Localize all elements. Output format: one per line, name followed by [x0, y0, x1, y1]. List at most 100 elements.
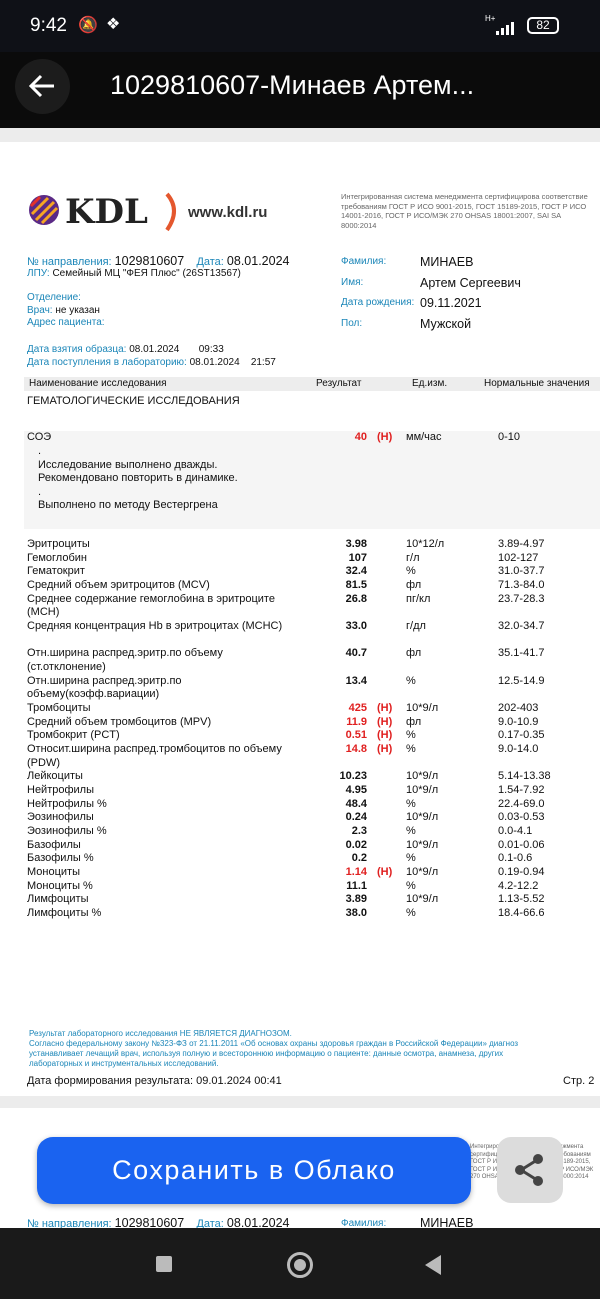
result-name: Тромбоциты — [27, 702, 91, 715]
esr-comments: . Исследование выполнено дважды. Рекомендо… — [38, 445, 238, 511]
result-value: 3.98 — [345, 538, 367, 550]
patient-labels: Фамилия: Имя: Дата рождения: Пол: — [341, 256, 415, 329]
result-flag: (H) — [377, 715, 393, 728]
result-name: Эозинофилы % — [27, 825, 107, 838]
result-value: 4.95 — [345, 784, 367, 797]
arrow-left-icon — [28, 74, 54, 98]
referral-line-2: № направления: 1029810607 Дата: 08.01.20… — [27, 1216, 290, 1230]
result-value: 11.1 — [346, 879, 367, 892]
result-name: Средняя концентрация Hb в эритроцитах (M… — [27, 620, 283, 633]
result-unit: % — [406, 879, 416, 892]
status-bar: 9:42 🔕 ❖ H+ 82 — [0, 0, 600, 52]
result-value: 81.5 — [345, 579, 367, 591]
kdl-logo — [28, 194, 60, 231]
result-value: 1.14 — [345, 866, 367, 879]
result-norm: 202-403 — [498, 702, 539, 715]
result-unit: фл — [406, 715, 422, 728]
result-norm: 71.3-84.0 — [498, 579, 545, 591]
result-value: 40.7 — [345, 647, 367, 660]
result-name: Базофилы % — [27, 852, 94, 865]
result-value: 48.4 — [345, 797, 367, 810]
patient-values: МИНАЕВ Артем Сергеевич 09.11.2021 Мужской — [420, 252, 521, 334]
report-page: KDL www.kdl.ru Интегрированная система м… — [0, 142, 600, 1096]
signal-icon — [484, 22, 516, 35]
result-unit: % — [406, 825, 416, 838]
result-norm: 9.0-14.0 — [498, 743, 539, 756]
logo-text: KDL — [65, 192, 148, 232]
result-name: Отн.ширина распред.эритр.по объему(коэфф… — [27, 674, 182, 701]
site-link[interactable]: www.kdl.ru — [188, 204, 268, 221]
department-block: Отделение: Врач: не указан Адрес пациент… — [27, 292, 105, 328]
result-value: 0.24 — [345, 811, 367, 824]
referral-number: 1029810607 — [114, 254, 185, 268]
result-norm: 22.4-69.0 — [498, 797, 545, 810]
result-name: Нейтрофилы — [27, 784, 94, 797]
disclaimer: Результат лабораторного исследования НЕ … — [29, 1029, 519, 1068]
result-value: 11.9 — [346, 715, 367, 728]
result-name: Гемоглобин — [27, 551, 87, 564]
result-name: Нейтрофилы % — [27, 797, 107, 810]
result-unit: % — [406, 797, 416, 810]
result-unit: 10*9/л — [406, 838, 439, 851]
result-flag: (H) — [377, 702, 393, 715]
recents-button[interactable] — [156, 1256, 172, 1272]
home-button[interactable] — [287, 1252, 313, 1278]
network-type: H+ — [485, 14, 496, 23]
layers-icon: ❖ — [106, 16, 121, 33]
share-icon — [515, 1154, 543, 1186]
result-name: Средний объем эритроцитов (MCV) — [27, 579, 210, 591]
referral-line: № направления: 1029810607 Дата: 08.01.20… — [27, 254, 290, 268]
result-name: Эозинофилы — [27, 811, 94, 824]
result-value: 425 — [348, 702, 367, 715]
document-title: 1029810607-Минаев Артем... — [110, 70, 475, 100]
logo-swoosh-icon — [165, 192, 176, 232]
result-name: Лимфоциты — [27, 893, 89, 906]
result-unit: % — [406, 743, 416, 756]
result-norm: 0.19-0.94 — [498, 866, 545, 879]
result-norm: 18.4-66.6 — [498, 907, 545, 920]
back-nav-button[interactable] — [423, 1254, 443, 1276]
mute-icon: 🔕 — [78, 17, 98, 34]
result-flag: (H) — [377, 729, 393, 742]
result-name: Относит.ширина распред.тромбоцитов по об… — [27, 743, 282, 769]
result-unit: 10*9/л — [406, 784, 439, 797]
result-norm: 0.0-4.1 — [498, 825, 533, 838]
save-to-cloud-button[interactable]: Сохранить в Облако — [37, 1137, 471, 1204]
patient-name: Артем Сергеевич — [420, 275, 521, 290]
clock: 9:42 — [30, 15, 67, 36]
result-value: 0.2 — [351, 852, 367, 865]
result-unit: 10*9/л — [406, 866, 439, 879]
table-header: Наименование исследования Результат Ед.и… — [24, 377, 600, 391]
section-title: ГЕМАТОЛОГИЧЕСКИЕ ИССЛЕДОВАНИЯ — [27, 395, 240, 407]
result-unit: % — [406, 565, 416, 578]
patient-sex: Мужской — [420, 316, 472, 331]
result-norm: 35.1-41.7 — [498, 647, 545, 660]
result-norm: 102-127 — [498, 551, 539, 564]
lpu-line: ЛПУ: Семейный МЦ "ФЕЯ Плюс" (26ST13567) — [27, 268, 241, 279]
page-number: Стр. 2 — [563, 1075, 595, 1087]
result-unit: г/дл — [406, 620, 426, 633]
result-norm: 31.0-37.7 — [498, 565, 545, 578]
result-value: 3.89 — [345, 893, 367, 906]
result-value: 0.02 — [345, 838, 367, 851]
battery-icon: 82 — [527, 17, 559, 34]
result-unit: % — [406, 852, 416, 865]
result-norm: 4.2-12.2 — [498, 879, 539, 892]
result-unit: 10*9/л — [406, 770, 439, 783]
result-flag: (H) — [377, 743, 393, 756]
result-name: Эритроциты — [27, 538, 90, 550]
result-value: 14.8 — [345, 743, 367, 756]
result-norm: 12.5-14.9 — [498, 674, 545, 687]
result-norm: 0.03-0.53 — [498, 811, 545, 824]
result-name: Гематокрит — [27, 565, 85, 578]
result-norm: 0.17-0.35 — [498, 729, 545, 742]
back-button[interactable] — [15, 59, 70, 114]
result-unit: % — [406, 674, 416, 687]
result-name: Средний объем тромбоцитов (MPV) — [27, 715, 212, 728]
result-name: Отн.ширина распред.эритр.по объему (ст.о… — [27, 647, 223, 674]
share-button[interactable] — [497, 1137, 563, 1203]
result-value: 107 — [348, 551, 367, 564]
result-name: Моноциты % — [27, 879, 93, 892]
result-value: 2.3 — [351, 825, 367, 838]
result-norm: 1.13-5.52 — [498, 893, 545, 906]
